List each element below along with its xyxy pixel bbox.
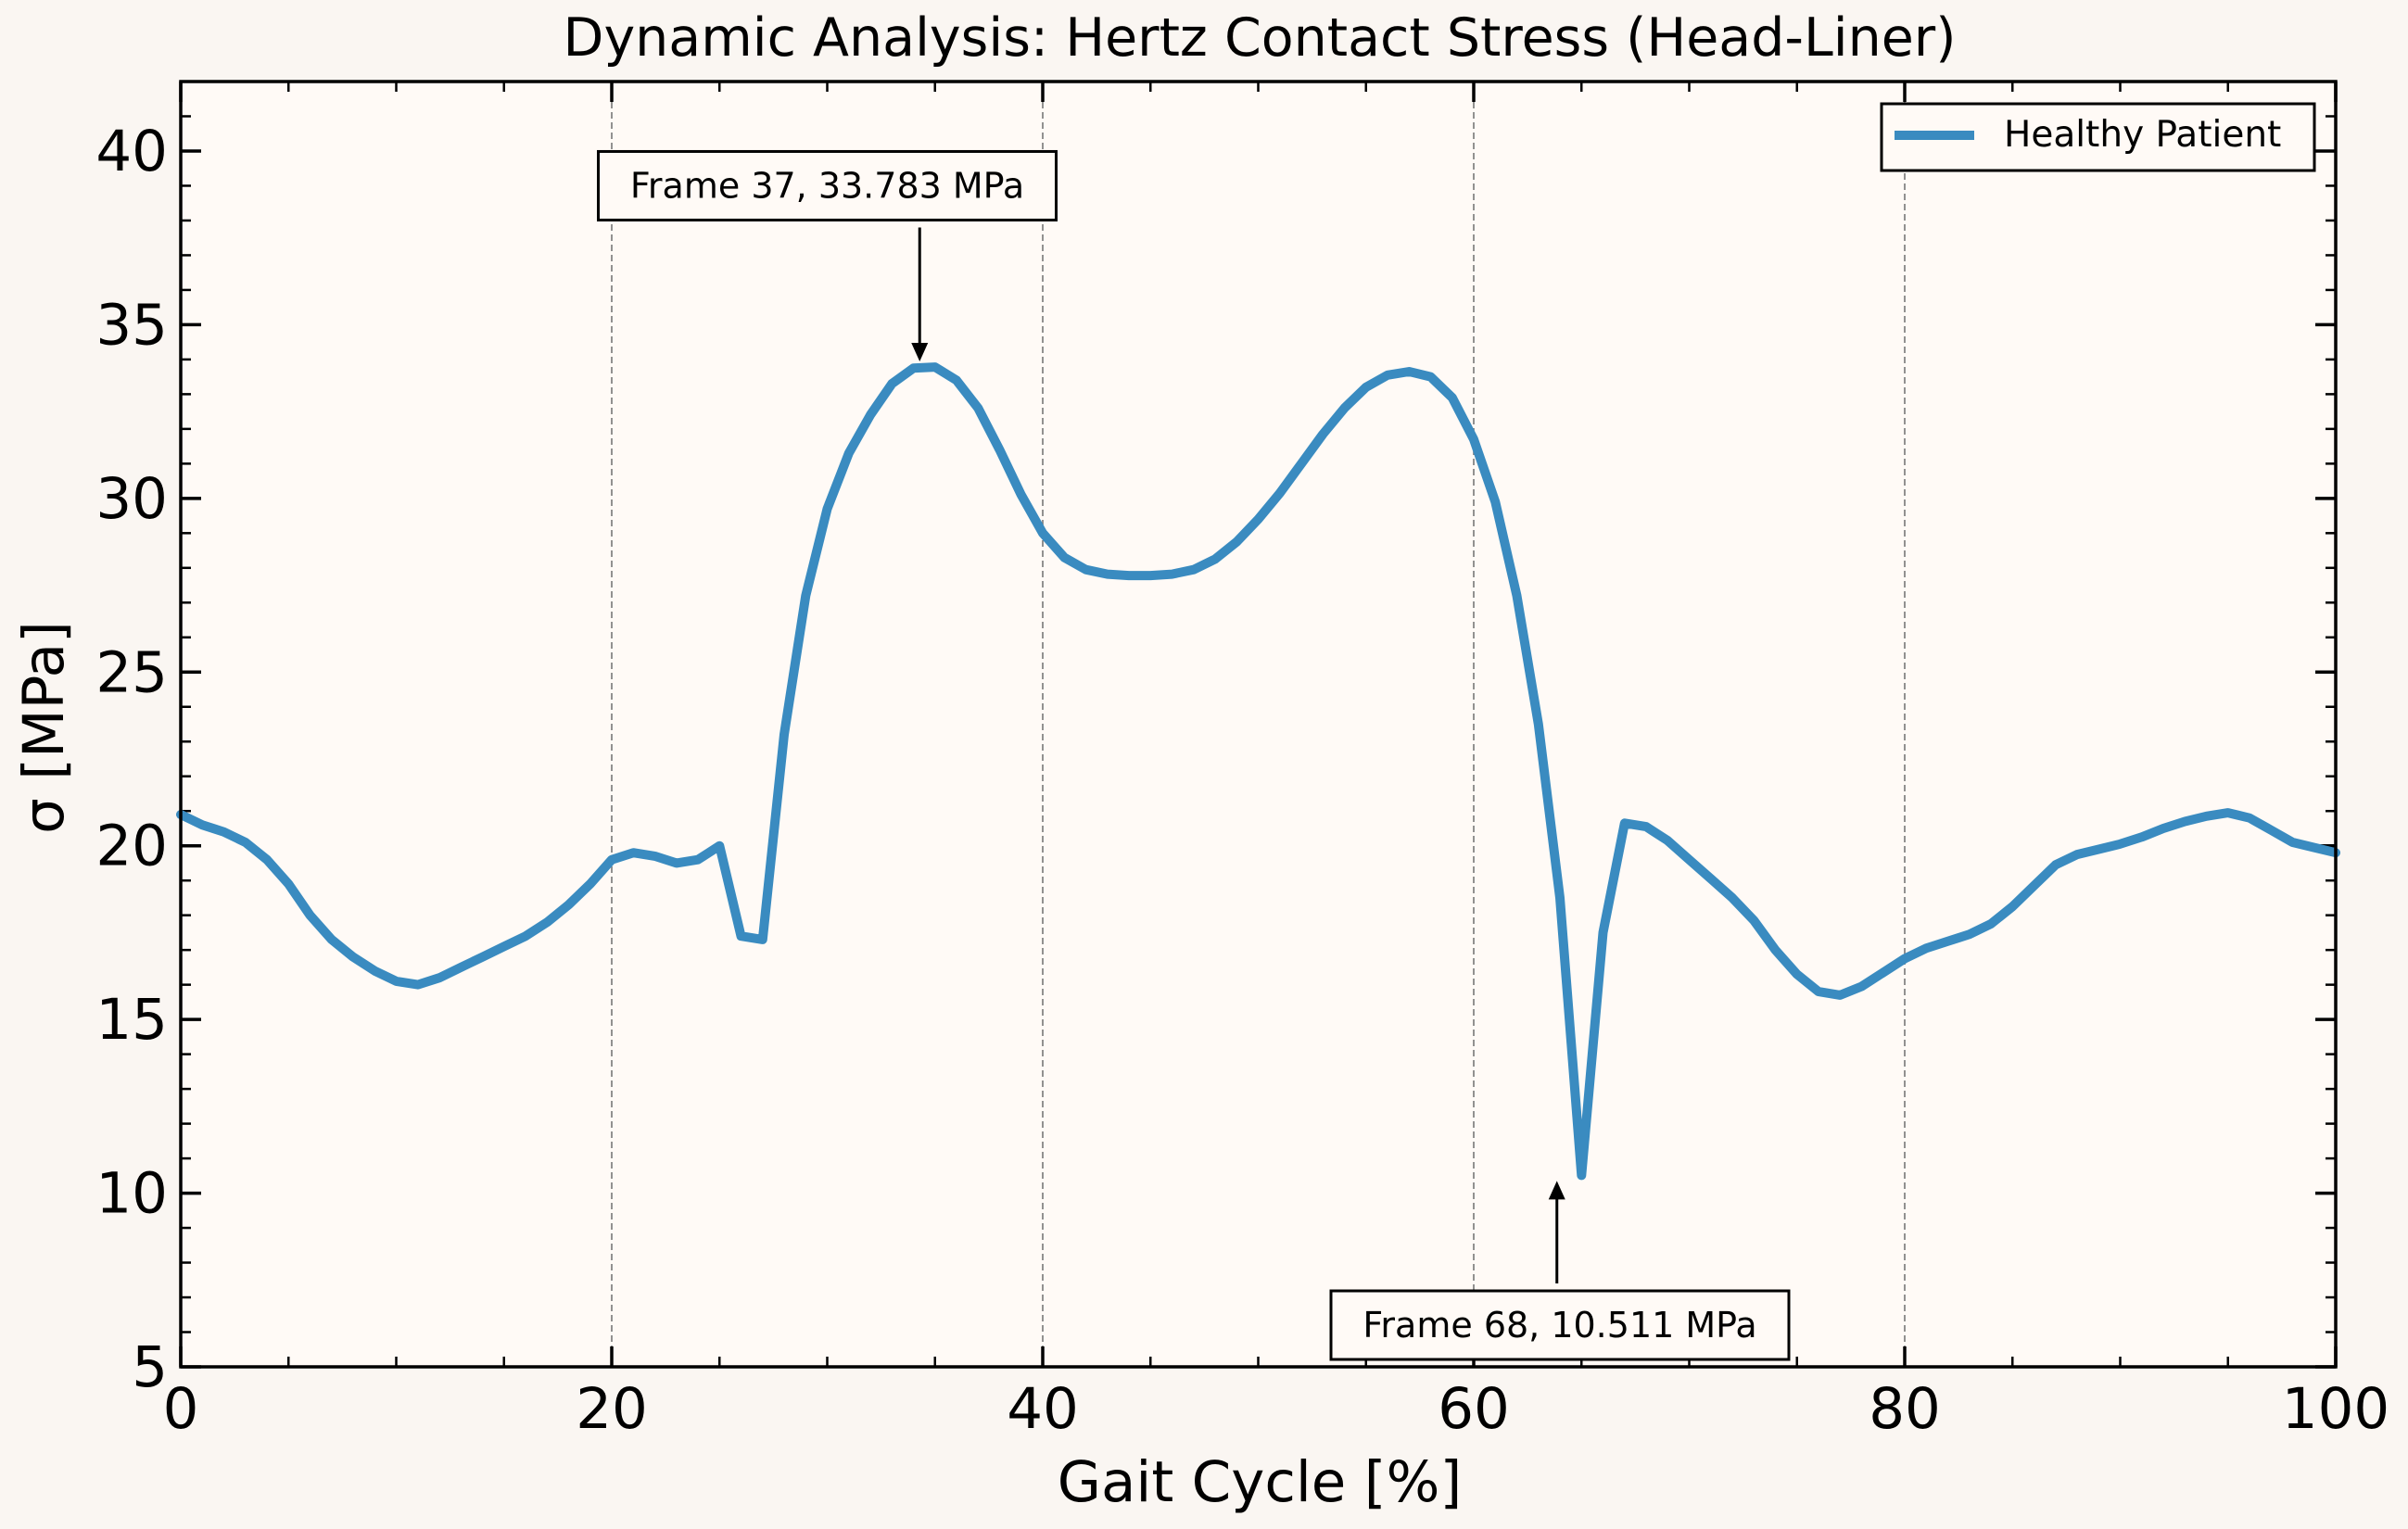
y-tick-label: 20 (95, 814, 168, 879)
x-tick-label: 20 (576, 1376, 648, 1442)
annotation-box (1329, 1289, 1791, 1361)
x-tick-label: 40 (1007, 1376, 1079, 1442)
y-tick-label: 35 (95, 292, 168, 358)
y-tick-label: 30 (95, 466, 168, 532)
annotation-label: Frame 68, 10.511 MPa (1362, 1305, 1756, 1346)
annotation-arrowhead (911, 343, 929, 362)
annotation-box (597, 149, 1058, 221)
y-tick-label: 40 (95, 119, 168, 184)
y-tick-label: 5 (132, 1334, 168, 1400)
y-tick-label: 25 (95, 639, 168, 705)
y-tick-label: 10 (95, 1161, 168, 1227)
annotations: Frame 37, 33.783 MPa Frame 68, 10.511 MPa (597, 149, 1791, 1361)
annotation-arrowhead (1548, 1181, 1565, 1200)
x-tick-label: 0 (163, 1376, 199, 1442)
plot-area (181, 82, 2336, 1367)
x-tick-label: 80 (1869, 1376, 1941, 1442)
annotation-label: Frame 37, 33.783 MPa (630, 165, 1024, 206)
series-line-healthy-patient (176, 362, 2340, 1181)
legend: Healthy Patient (1880, 102, 2316, 172)
y-axis-label: σ [MPa] (11, 621, 77, 834)
plot-frame (179, 80, 2338, 1369)
x-axis-label: Gait Cycle [%] (1058, 1449, 1463, 1515)
x-tick-labels: 0 20 40 60 80 100 (163, 1376, 2390, 1442)
chart-title: Dynamic Analysis: Hertz Contact Stress (… (564, 7, 1957, 69)
x-tick-label: 60 (1438, 1376, 1510, 1442)
x-tick-label: 100 (2282, 1376, 2389, 1442)
y-tick-labels: 5 10 15 20 25 30 35 40 (95, 119, 168, 1400)
y-tick-label: 15 (95, 987, 168, 1053)
legend-label: Healthy Patient (2004, 114, 2281, 156)
grid (611, 82, 1906, 1367)
minor-ticks (181, 80, 2336, 1367)
